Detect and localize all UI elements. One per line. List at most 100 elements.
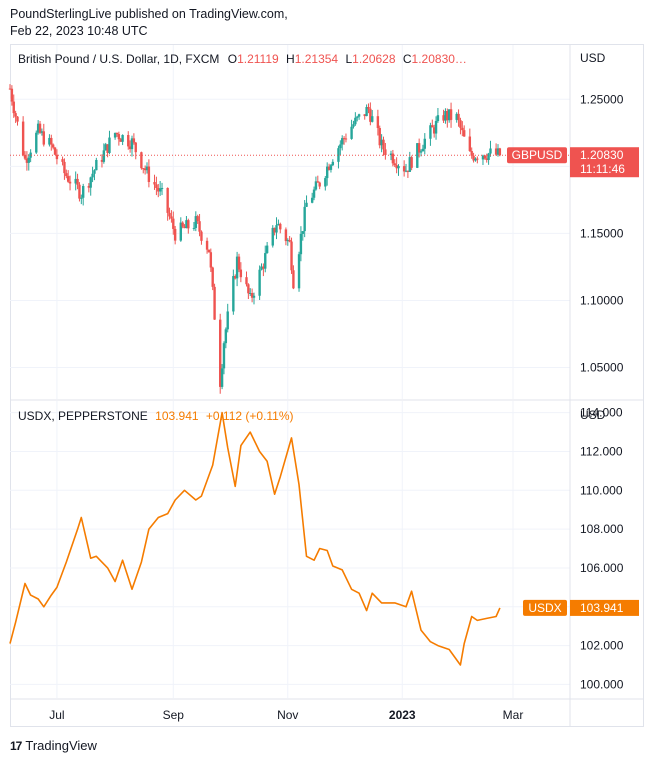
- candle: [247, 283, 250, 300]
- candle: [232, 269, 235, 315]
- candle: [172, 211, 175, 235]
- candle: [128, 140, 132, 153]
- candle: [457, 109, 460, 127]
- candle: [183, 224, 186, 229]
- candle: [447, 109, 451, 123]
- candle: [61, 156, 64, 166]
- candle: [271, 225, 274, 248]
- candle: [38, 121, 42, 135]
- candle: [442, 109, 445, 124]
- candle: [100, 154, 104, 168]
- usdx-symbol: USDX, PEPPERSTONE: [18, 409, 148, 423]
- candle: [68, 175, 72, 191]
- gbpusd-legend[interactable]: British Pound / U.S. Dollar, 1D, FXCM O1…: [18, 52, 467, 66]
- candle: [303, 200, 306, 238]
- candle: [404, 163, 408, 173]
- price-tick-label: 1.05000: [580, 360, 624, 374]
- gbpusd-grid: [10, 45, 570, 399]
- brand-name: TradingView: [25, 738, 97, 753]
- tradingview-brand[interactable]: 17 TradingView: [10, 738, 97, 753]
- candle: [170, 210, 173, 223]
- candle: [113, 132, 117, 140]
- candle: [434, 116, 438, 140]
- candle: [78, 182, 81, 202]
- candle: [27, 154, 30, 171]
- candle: [155, 176, 158, 196]
- price-tick-label: 114.000: [580, 406, 623, 420]
- candle: [470, 147, 473, 159]
- candle: [324, 176, 327, 191]
- candle: [181, 221, 184, 229]
- candle: [21, 116, 25, 157]
- usdx-symbol-badge-label: USDX: [528, 601, 561, 615]
- candle: [402, 160, 406, 177]
- candle: [209, 248, 213, 272]
- candle: [81, 183, 85, 206]
- candle: [459, 117, 462, 135]
- candle: [157, 183, 160, 198]
- candle: [14, 110, 17, 123]
- candle: [286, 238, 289, 246]
- candle: [87, 183, 91, 193]
- candle: [279, 222, 282, 234]
- candle: [292, 265, 295, 290]
- candle: [395, 157, 398, 174]
- candle: [10, 85, 14, 106]
- candle: [173, 225, 177, 245]
- candle: [213, 283, 216, 320]
- candle: [312, 186, 316, 201]
- candle: [423, 133, 426, 155]
- candle: [104, 142, 107, 151]
- usdx-price-badge-value: 103.941: [580, 601, 624, 615]
- candle: [305, 195, 308, 208]
- candle: [356, 115, 359, 122]
- candle: [429, 122, 432, 146]
- candle: [264, 245, 267, 273]
- candle: [297, 251, 301, 292]
- candle: [121, 134, 124, 146]
- candle: [496, 144, 500, 157]
- candle: [132, 133, 136, 145]
- usdx-legend[interactable]: USDX, PEPPERSTONE 103.941 +0.112 (+0.11%…: [18, 409, 294, 423]
- candle: [200, 230, 203, 245]
- candle: [301, 231, 304, 241]
- candle: [288, 235, 291, 243]
- candle: [384, 142, 387, 160]
- usdx-line: [9, 411, 501, 666]
- usdx-change: +0.112 (+0.11%): [205, 409, 294, 423]
- price-tick-label: 1.25000: [580, 92, 624, 106]
- time-tick-label: Nov: [277, 708, 298, 722]
- gbpusd-candles: [8, 84, 502, 394]
- candle: [275, 217, 278, 240]
- candle: [211, 266, 214, 291]
- high-label: H: [286, 52, 295, 66]
- candle: [198, 213, 201, 237]
- candle: [342, 136, 346, 145]
- candle: [66, 170, 70, 183]
- candle: [153, 174, 156, 190]
- candle: [145, 162, 149, 174]
- close-label: C: [402, 52, 412, 66]
- candle: [449, 102, 453, 128]
- candle: [352, 120, 355, 129]
- time-tick-label: Sep: [163, 708, 185, 722]
- candle: [250, 288, 254, 303]
- candle: [410, 155, 413, 171]
- candle: [357, 113, 361, 120]
- candle: [455, 112, 458, 123]
- candle: [265, 241, 269, 254]
- candle: [16, 116, 19, 126]
- candle: [219, 313, 222, 394]
- candle: [235, 251, 239, 287]
- candle: [35, 130, 38, 154]
- price-tick-label: 110.000: [580, 483, 623, 497]
- candle: [237, 253, 241, 273]
- candle: [446, 108, 449, 128]
- candle: [130, 135, 134, 157]
- candle: [489, 140, 492, 157]
- candle: [76, 173, 79, 190]
- candle: [205, 237, 209, 254]
- candle: [331, 159, 335, 167]
- candle: [376, 109, 380, 136]
